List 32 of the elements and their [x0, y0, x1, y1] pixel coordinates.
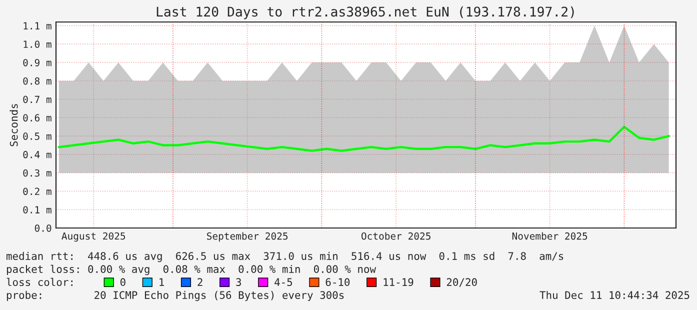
text: Thu Dec 11 10:44:34 2025 [540, 290, 690, 300]
text: packet loss: 0.00 % avg 0.08 % max 0.00 % min 0.00 % now [6, 264, 376, 276]
legend-label: 0 [120, 278, 126, 286]
y-tick-label: 0.8 m [23, 77, 52, 85]
x-tick-label: September 2025 [207, 232, 288, 242]
y-tick-label: 1.0 m [24, 40, 52, 48]
y-tick-label: 0.2 m [23, 188, 52, 196]
legend-title: loss color: [6, 278, 72, 286]
legend-label: 11-19 [384, 278, 414, 286]
legend-label: 4-5 [274, 278, 292, 286]
chart-title: Last 120 Days to rtr2.as38965.net EuN (193.178.197.2) [156, 6, 574, 20]
x-tick-label: November 2025 [512, 232, 588, 240]
line-series [58, 126, 670, 152]
y-tick-label: 0.9 m [23, 58, 52, 66]
y-tick-label: 0.0 [34, 224, 52, 232]
y-tick-label: 1.1 m [24, 22, 52, 30]
y-tick-label: 0.7 m [23, 96, 52, 104]
y-tick-label: 0.4 m [23, 150, 52, 158]
y-tick-label: 0.6 m [23, 114, 52, 122]
legend-label: 6-10 [326, 278, 350, 286]
legend-label: 2 [198, 278, 202, 286]
legend-label: 20/20 [446, 278, 477, 287]
legend-label: 1 [160, 278, 164, 286]
y-tick-label: 0.5 m [23, 132, 52, 140]
y-tick-label: 0.3 m [23, 169, 52, 177]
y-axis-title: Seconds [10, 104, 18, 146]
text: median rtt: 448.6 us avg 626.5 us max 371.0 us min 516.4 us now 0.1 ms sd 7.8 am/s [6, 252, 564, 262]
y-tick-label: 0.1 m [23, 206, 52, 214]
legend-label: 3 [236, 278, 241, 286]
x-tick-label: August 2025 [62, 232, 126, 242]
x-tick-label: October 2025 [362, 232, 430, 240]
text: probe: 20 ICMP Echo Pings (56 Bytes) every 300s [6, 290, 344, 302]
